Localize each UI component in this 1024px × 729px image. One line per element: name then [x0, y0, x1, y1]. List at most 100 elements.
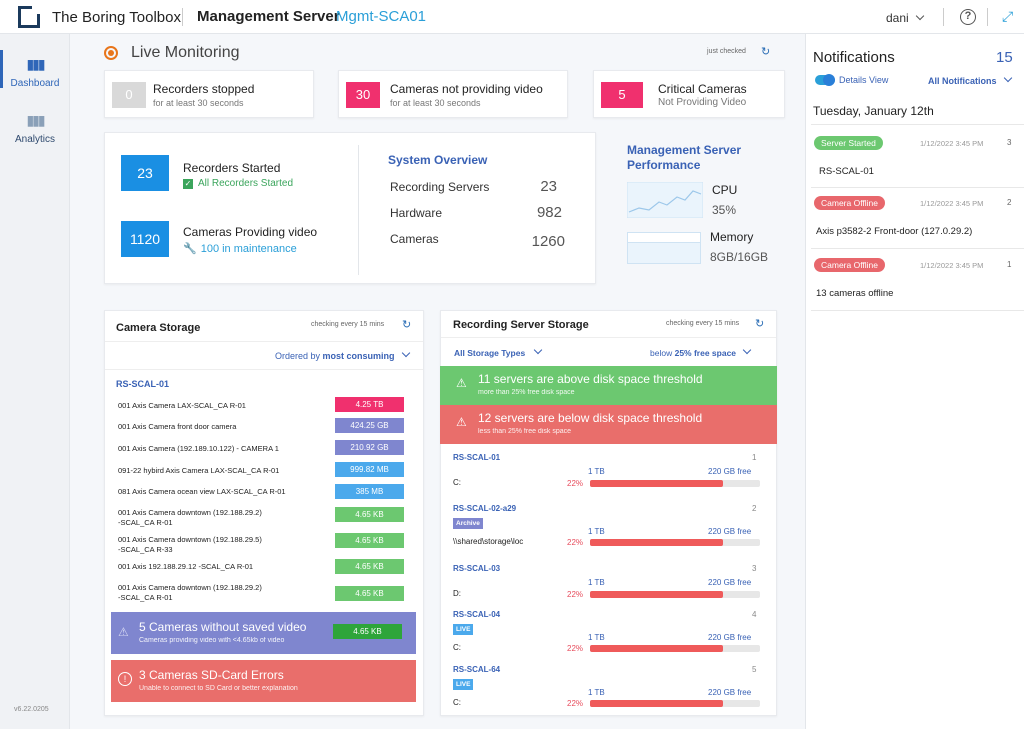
version-label: v6.22.0205 [14, 706, 49, 713]
storage-bar [590, 700, 760, 707]
expand-icon[interactable]: ⤢ [1002, 8, 1014, 24]
server-name[interactable]: Mgmt-SCA01 [336, 8, 427, 25]
divider [811, 248, 1024, 249]
storage-type-value: All Storage Types [454, 348, 526, 358]
notification-text[interactable]: 13 cameras offline [816, 288, 894, 299]
storage-bar-fill [590, 480, 723, 487]
overview-value: 23 [540, 178, 557, 195]
recording-server-index: 2 [752, 504, 757, 513]
storage-size-pill: 424.25 GB [335, 418, 404, 433]
storage-bar-fill [590, 591, 723, 598]
brand-name: The Boring Toolbox [52, 9, 181, 26]
status-subtitle: for at least 30 seconds [153, 98, 244, 108]
memory-meter [627, 232, 701, 264]
details-view-label: Details View [839, 75, 889, 85]
banner-title: 5 Cameras without saved video [139, 620, 307, 634]
warning-icon: ⚠ [456, 415, 467, 429]
camera-name: 001 Axis Camera LAX-SCAL_CA R-01 [118, 401, 246, 410]
camera-name: 001 Axis Camera downtown (192.188.29.5) [118, 535, 262, 544]
storage-size-pill: 4.65 KB [335, 507, 404, 522]
camera-storage-server: RS-SCAL-01 [116, 379, 170, 389]
storage-free: 220 GB free [708, 633, 752, 642]
recording-server-index: 3 [752, 564, 757, 573]
recording-server-name[interactable]: RS-SCAL-03 [453, 564, 501, 573]
cameras-providing-count: 1120 [121, 221, 169, 257]
details-view-toggle[interactable] [815, 74, 835, 86]
threshold-dropdown[interactable]: below 25% free space [650, 345, 752, 358]
notification-index: 2 [1007, 198, 1012, 207]
status-card-critical-cameras[interactable]: 5 Critical Cameras Not Providing Video [593, 70, 785, 118]
above-threshold-banner[interactable]: ⚠ 11 servers are above disk space thresh… [440, 366, 777, 405]
storage-total: 1 TB [588, 527, 605, 536]
recording-server-name[interactable]: RS-SCAL-04 [453, 610, 501, 619]
camera-name: 001 Axis Camera downtown (192.188.29.2) [118, 508, 262, 517]
camera-name: 081 Axis Camera ocean view LAX-SCAL_CA R… [118, 487, 286, 496]
chevron-down-icon [1003, 73, 1012, 83]
status-card-recorders-stopped[interactable]: 0 Recorders stopped for at least 30 seco… [104, 70, 314, 118]
camera-name: 001 Axis Camera (192.189.10.122) - CAMER… [118, 444, 279, 453]
banner-subtitle: Unable to connect to SD Card or better e… [139, 685, 298, 692]
wrench-icon: 🔧 [183, 243, 197, 255]
notification-index: 3 [1007, 138, 1012, 147]
divider [811, 310, 1024, 311]
user-menu[interactable]: dani [886, 11, 924, 25]
order-dropdown[interactable]: Ordered by most consuming [275, 348, 410, 361]
storage-size-pill: 4.25 TB [335, 397, 404, 412]
banner-title: 12 servers are below disk space threshol… [478, 411, 703, 425]
refresh-icon[interactable]: ↻ [755, 318, 765, 330]
logo-icon [18, 6, 40, 28]
storage-used-percent: 22% [567, 590, 584, 599]
cameras-maintenance-link[interactable]: 🔧 100 in maintenance [183, 242, 297, 255]
cpu-label: CPU [712, 183, 738, 197]
storage-size-pill: 4.65 KB [335, 559, 404, 574]
overview-label: Recording Servers [390, 180, 490, 194]
sidebar-item-analytics[interactable]: ▮▮▮ Analytics [0, 112, 70, 145]
recording-server-name[interactable]: RS-SCAL-02-a29 [453, 504, 517, 513]
overview-value: 982 [536, 204, 562, 221]
refresh-icon[interactable]: ↻ [761, 46, 771, 58]
page-title: Live Monitoring [131, 44, 240, 61]
storage-size-pill: 210.92 GB [335, 440, 404, 455]
help-icon[interactable]: ? [960, 9, 976, 25]
server-label: Management Server [197, 8, 340, 25]
notification-text[interactable]: RS-SCAL-01 [819, 166, 874, 177]
cpu-value: 35% [712, 203, 737, 217]
storage-bar [590, 591, 760, 598]
recording-server-name[interactable]: RS-SCAL-64 [453, 665, 501, 674]
storage-free: 220 GB free [708, 527, 752, 536]
storage-bar-fill [590, 700, 723, 707]
refresh-icon[interactable]: ↻ [402, 319, 412, 331]
threshold-value: 25% free space [674, 348, 737, 358]
storage-size-pill: 999.82 MB [335, 462, 404, 477]
warning-icon: ⚠ [118, 625, 129, 639]
notification-text[interactable]: Axis p3582-2 Front-door (127.0.29.2) [816, 226, 973, 237]
storage-total: 1 TB [588, 688, 605, 697]
last-checked: just checked [707, 48, 746, 55]
sd-card-errors-banner[interactable]: ! 3 Cameras SD-Card Errors Unable to con… [111, 660, 416, 702]
check-icon: ✓ [183, 179, 193, 189]
storage-drive: \\shared\storage\loc [453, 537, 524, 546]
recording-server-index: 5 [752, 665, 757, 674]
banner-subtitle: more than 25% free disk space [478, 389, 575, 396]
storage-drive: C: [453, 643, 461, 652]
storage-size-pill: 4.65 KB [333, 624, 402, 639]
banner-title: 3 Cameras SD-Card Errors [139, 668, 284, 682]
storage-total: 1 TB [588, 467, 605, 476]
status-card-cameras-not-providing[interactable]: 30 Cameras not providing video for at le… [338, 70, 568, 118]
status-count: 0 [112, 82, 146, 108]
notification-filter-dropdown[interactable]: All Notifications [928, 73, 1012, 86]
status-subtitle: for at least 30 seconds [390, 98, 481, 108]
memory-label: Memory [710, 230, 754, 244]
recorders-started-count: 23 [121, 155, 169, 191]
status-count: 5 [601, 82, 643, 108]
storage-type-dropdown[interactable]: All Storage Types [454, 345, 543, 358]
no-saved-video-banner[interactable]: ⚠ 5 Cameras without saved video Cameras … [111, 612, 416, 654]
storage-free: 220 GB free [708, 688, 752, 697]
system-overview-title: System Overview [388, 153, 488, 167]
summary-card: 23 Recorders Started ✓ All Recorders Star… [104, 132, 596, 284]
below-threshold-banner[interactable]: ⚠ 12 servers are below disk space thresh… [440, 405, 777, 444]
sidebar: ▮▮▮ Dashboard ▮▮▮ Analytics v6.22.0205 [0, 34, 70, 729]
sidebar-item-dashboard[interactable]: ▮▮▮ Dashboard [0, 50, 70, 89]
notification-index: 1 [1007, 260, 1012, 269]
recording-server-name[interactable]: RS-SCAL-01 [453, 453, 501, 462]
